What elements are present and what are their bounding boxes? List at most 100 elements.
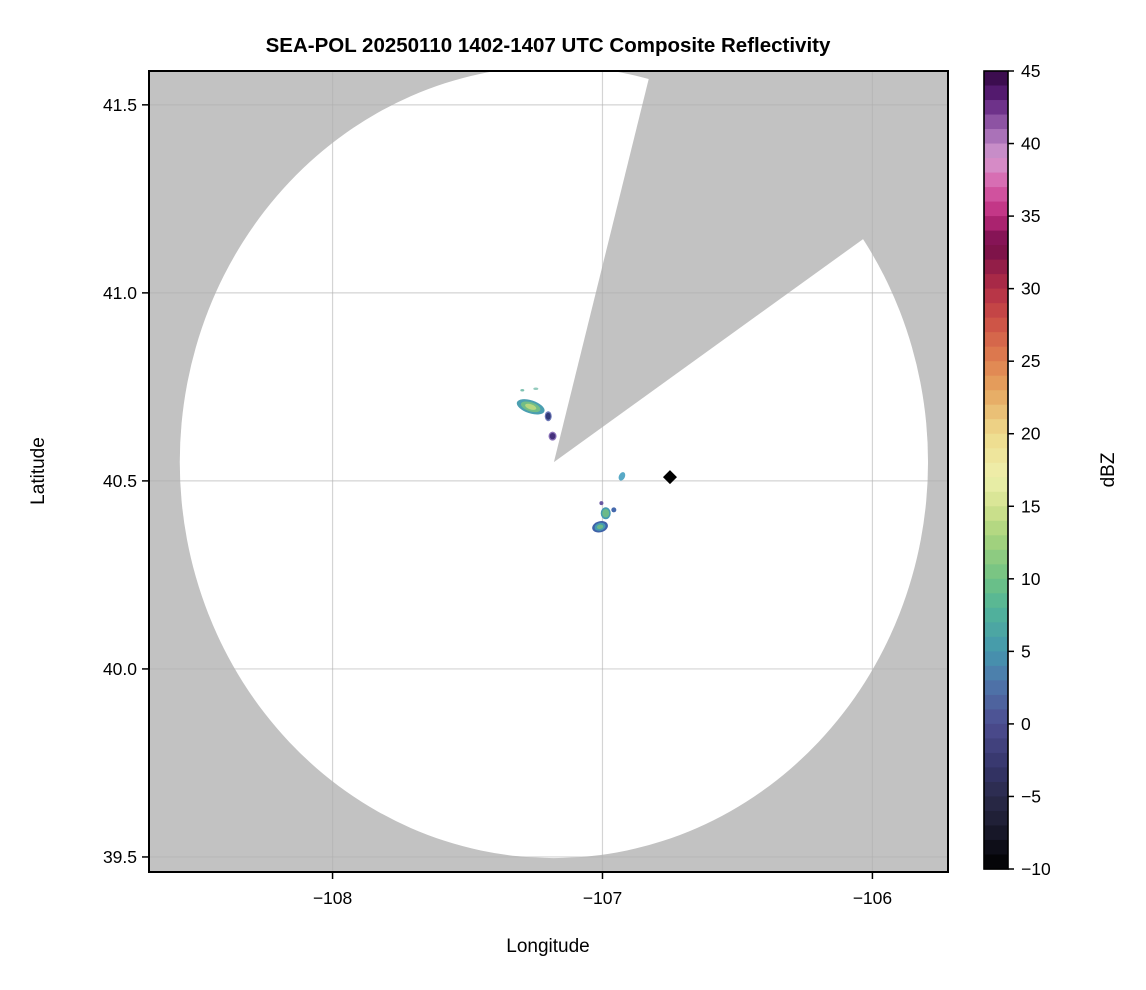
colorbar-band (984, 462, 1008, 478)
colorbar-band (984, 665, 1008, 681)
radar-echo (516, 399, 545, 415)
colorbar-band (984, 201, 1008, 217)
colorbar-band (984, 245, 1008, 261)
echo-layer (520, 389, 525, 392)
colorbar-band (984, 651, 1008, 667)
colorbar-band (984, 100, 1008, 116)
colorbar-band (984, 346, 1008, 362)
colorbar-band (984, 636, 1008, 652)
colorbar-band (984, 549, 1008, 565)
colorbar-bands (984, 71, 1008, 870)
colorbar-band (984, 114, 1008, 130)
colorbar-band (984, 578, 1008, 594)
colorbar-tick-label: 40 (1021, 134, 1041, 154)
colorbar-tick-label: 35 (1021, 206, 1040, 226)
y-axis-label: Latitude (28, 437, 49, 505)
radar-echo (611, 507, 617, 513)
colorbar-band (984, 709, 1008, 725)
x-axis-label: Longitude (506, 936, 589, 957)
colorbar-band (984, 288, 1008, 304)
echo-layer (533, 387, 539, 391)
colorbar-tick-label: 25 (1021, 351, 1040, 371)
colorbar-band (984, 694, 1008, 710)
site-marker-diamond-icon (662, 470, 677, 485)
colorbar-band (984, 796, 1008, 812)
radar-echo (592, 521, 608, 533)
x-tick-label: −106 (853, 888, 892, 908)
colorbar-band (984, 419, 1008, 435)
x-axis-ticks: −108 −107 −106 (313, 872, 892, 908)
colorbar-band (984, 810, 1008, 827)
colorbar-band (984, 752, 1008, 769)
colorbar-band (984, 274, 1008, 290)
colorbar-band (984, 738, 1008, 754)
y-tick-label: 40.0 (103, 659, 137, 679)
chart-title: SEA-POL 20250110 1402-1407 UTC Composite… (266, 34, 831, 57)
gridlines (149, 71, 948, 872)
echo-layer (602, 509, 610, 518)
colorbar-band (984, 172, 1008, 188)
colorbar-tick-label: −5 (1021, 786, 1041, 806)
colorbar-tick-label: 15 (1021, 496, 1040, 516)
colorbar-band (984, 506, 1008, 522)
colorbar-band (984, 781, 1008, 798)
colorbar-tick-label: −10 (1021, 859, 1051, 879)
echo-layer (618, 472, 626, 481)
colorbar-band (984, 404, 1008, 420)
colorbar-tick-label: 10 (1021, 569, 1041, 589)
radar-echo (599, 501, 604, 506)
colorbar-band (984, 839, 1008, 856)
colorbar-band (984, 230, 1008, 246)
radar-echo (520, 389, 525, 392)
echo-layer (549, 433, 556, 440)
radar-echo (600, 507, 611, 520)
colorbar-band (984, 187, 1008, 203)
colorbar-band (984, 259, 1008, 275)
echo-layer (611, 507, 617, 513)
colorbar-band (984, 71, 1008, 87)
colorbar-band (984, 390, 1008, 406)
x-tick-label: −108 (313, 888, 352, 908)
echo-layer (599, 501, 604, 506)
radar-echo (618, 472, 626, 481)
radar-echo (548, 431, 557, 441)
colorbar-band (984, 767, 1008, 783)
colorbar-tick-label: 30 (1021, 279, 1041, 299)
echo-layer (545, 412, 551, 420)
blocked-sector-wedge (553, 71, 948, 463)
y-axis-ticks: 41.5 41.0 40.5 40.0 39.5 (103, 95, 149, 867)
plot-area (149, 71, 948, 872)
colorbar-band (984, 535, 1008, 551)
colorbar-band (984, 332, 1008, 348)
colorbar-label: dBZ (1098, 452, 1119, 487)
colorbar-band (984, 477, 1008, 493)
colorbar-band (984, 303, 1008, 319)
y-tick-label: 41.0 (103, 283, 137, 303)
y-tick-label: 39.5 (103, 847, 137, 867)
colorbar-band (984, 216, 1008, 232)
y-tick-label: 40.5 (103, 471, 137, 491)
colorbar-band (984, 317, 1008, 333)
echo-layer (596, 524, 604, 530)
colorbar-band (984, 361, 1008, 377)
colorbar-band (984, 85, 1008, 101)
radar-echoes (516, 387, 626, 533)
colorbar-band (984, 143, 1008, 159)
colorbar-band (984, 448, 1008, 464)
colorbar-band (984, 375, 1008, 391)
colorbar-border (983, 70, 1009, 870)
plot-border (148, 70, 949, 873)
colorbar-band (984, 825, 1008, 841)
colorbar-band (984, 129, 1008, 145)
colorbar-band (984, 607, 1008, 623)
colorbar-ticks: 45 40 35 30 25 20 15 10 5 0 −5 −10 (1008, 61, 1051, 879)
colorbar-band (984, 520, 1008, 536)
colorbar-tick-label: 0 (1021, 714, 1031, 734)
colorbar-tick-label: 20 (1021, 424, 1041, 444)
colorbar-band (984, 491, 1008, 507)
echo-layer (525, 403, 537, 410)
y-tick-label: 41.5 (103, 95, 137, 115)
colorbar-band (984, 854, 1008, 870)
radar-echo (533, 387, 539, 391)
